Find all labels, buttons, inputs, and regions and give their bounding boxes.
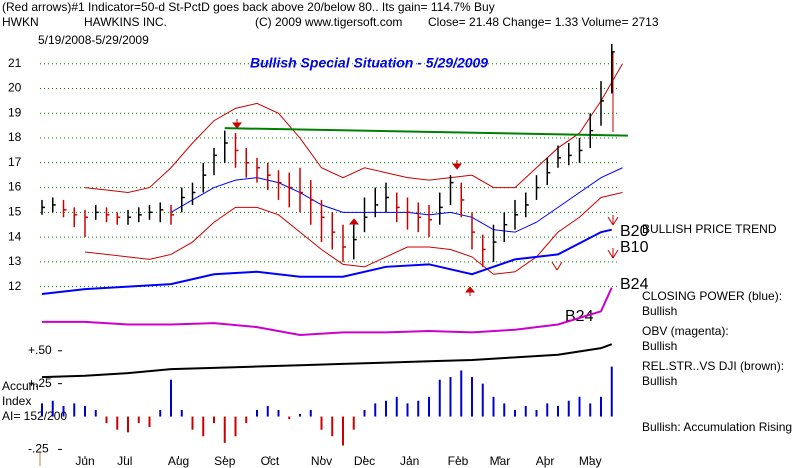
sell-arrow — [231, 119, 243, 129]
y-tick-label: 18 — [8, 130, 22, 144]
sell-arrow — [451, 160, 463, 170]
buy-arrow — [607, 215, 619, 226]
indicator-line — [41, 228, 612, 296]
panel-label: AI= 152/200 — [2, 409, 67, 423]
indicator-line — [84, 192, 623, 275]
indicator-label: CLOSING POWER (blue): — [642, 289, 782, 303]
signal-label: B10 — [620, 239, 649, 256]
indicator-line — [224, 127, 628, 137]
period: 5/19/2008-5/29/2009 — [38, 33, 149, 47]
indicator-state: Bullish: Accumulation Rising — [642, 420, 792, 434]
x-tick-label: Aug — [168, 454, 189, 468]
y-tick-label: 13 — [8, 254, 22, 268]
company: HAWKINS INC. — [84, 15, 167, 29]
x-tick-label: Mar — [490, 454, 511, 468]
x-tick-label: Jul — [117, 454, 132, 468]
buy-arrow — [464, 286, 476, 296]
indicator-line — [41, 343, 613, 379]
y-tick-label: +.50 — [28, 343, 52, 357]
y-tick-label: +.25 — [28, 376, 52, 390]
y-tick-label: 15 — [8, 205, 22, 219]
copyright: (C) 2009 www.tigersoft.com — [255, 15, 402, 29]
x-tick-label: Feb — [448, 454, 469, 468]
signal-label: B20 — [620, 223, 649, 240]
y-tick-label: 17 — [8, 155, 22, 169]
indicator-label: OBV (magenta): — [642, 324, 729, 338]
buy-arrow — [607, 248, 619, 259]
x-tick-label: Sep — [214, 454, 236, 468]
chart-title: Bullish Special Situation - 5/29/2009 — [250, 55, 488, 71]
y-tick-label: 21 — [8, 56, 22, 70]
y-tick-label: 12 — [8, 279, 22, 293]
panel-label: Accum — [2, 379, 39, 393]
header-line: (Red arrows)#1 Indicator=50-d St-PctD go… — [2, 0, 495, 14]
symbol: HWKN — [2, 15, 39, 29]
indicator-label: REL.STR..VS DJI (brown): — [642, 359, 784, 373]
x-tick-label: Nov — [311, 454, 332, 468]
indicator-state: Bullish — [642, 339, 677, 353]
indicator-line — [42, 287, 613, 336]
x-tick-label: Apr — [536, 454, 555, 468]
y-tick-label: 20 — [8, 81, 22, 95]
y-tick-label: -.25 — [28, 442, 49, 456]
indicator-state: Bullish — [642, 374, 677, 388]
x-tick-label: May — [579, 454, 602, 468]
indicator-line — [84, 63, 623, 194]
x-tick-label: Oct — [261, 454, 280, 468]
indicator-state: Bullish — [642, 304, 677, 318]
y-tick-label: 19 — [8, 105, 22, 119]
signal-label: B24 — [620, 276, 649, 293]
x-tick-label: Jan — [400, 454, 419, 468]
y-tick-label: 16 — [8, 180, 22, 194]
buy-arrow — [551, 261, 563, 271]
signal-arrows — [231, 52, 619, 296]
signal-label: B24 — [565, 308, 594, 325]
panel-label: Index — [2, 394, 31, 408]
x-tick-label: Dec — [354, 454, 375, 468]
trend-label: BULLISH PRICE TREND — [642, 222, 777, 236]
x-tick-label: Jun — [75, 454, 94, 468]
y-tick-label: 14 — [8, 229, 22, 243]
quote: Close= 21.48 Change= 1.33 Volume= 2713 — [428, 15, 659, 29]
